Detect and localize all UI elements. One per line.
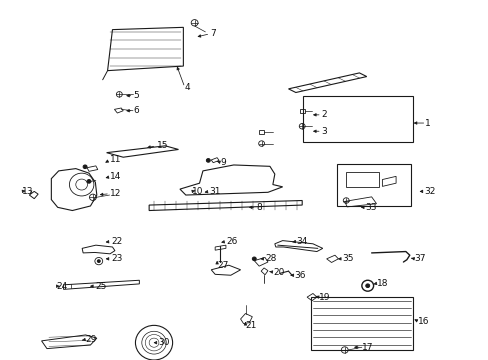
Circle shape: [83, 165, 87, 168]
Text: 11: 11: [110, 156, 122, 165]
Text: 36: 36: [294, 271, 305, 280]
Text: 1: 1: [425, 118, 430, 127]
Text: 6: 6: [133, 106, 139, 115]
Text: 33: 33: [365, 203, 377, 212]
Text: 4: 4: [184, 83, 190, 92]
Text: 19: 19: [318, 293, 330, 302]
Text: 35: 35: [342, 254, 353, 263]
Text: 3: 3: [321, 127, 327, 136]
Text: 7: 7: [210, 29, 216, 38]
Text: 15: 15: [156, 141, 168, 150]
Text: 18: 18: [376, 279, 387, 288]
Text: 9: 9: [220, 158, 225, 167]
Text: 12: 12: [110, 189, 121, 198]
Circle shape: [87, 180, 91, 183]
Circle shape: [252, 257, 256, 261]
Text: 5: 5: [133, 91, 139, 100]
Text: 17: 17: [361, 343, 373, 352]
Text: 31: 31: [209, 187, 221, 196]
Text: 8: 8: [256, 203, 262, 212]
Text: 2: 2: [321, 110, 327, 119]
Text: 24: 24: [56, 282, 67, 291]
Text: 10: 10: [192, 187, 203, 196]
Text: 26: 26: [225, 237, 237, 246]
Circle shape: [97, 260, 100, 262]
Text: 21: 21: [245, 321, 256, 330]
Text: 22: 22: [111, 237, 122, 246]
Text: 23: 23: [111, 254, 122, 263]
Circle shape: [206, 159, 210, 162]
Text: 29: 29: [85, 335, 97, 344]
Text: 32: 32: [424, 187, 435, 196]
Text: 14: 14: [110, 172, 121, 181]
Text: 27: 27: [217, 261, 228, 270]
Text: 37: 37: [414, 254, 426, 263]
Text: 25: 25: [95, 282, 106, 291]
Text: 28: 28: [265, 254, 276, 263]
Text: 20: 20: [272, 267, 284, 276]
Text: 34: 34: [295, 237, 306, 246]
Text: 13: 13: [22, 187, 34, 196]
Text: 30: 30: [158, 338, 169, 347]
Circle shape: [365, 284, 369, 288]
Text: 16: 16: [417, 317, 429, 326]
